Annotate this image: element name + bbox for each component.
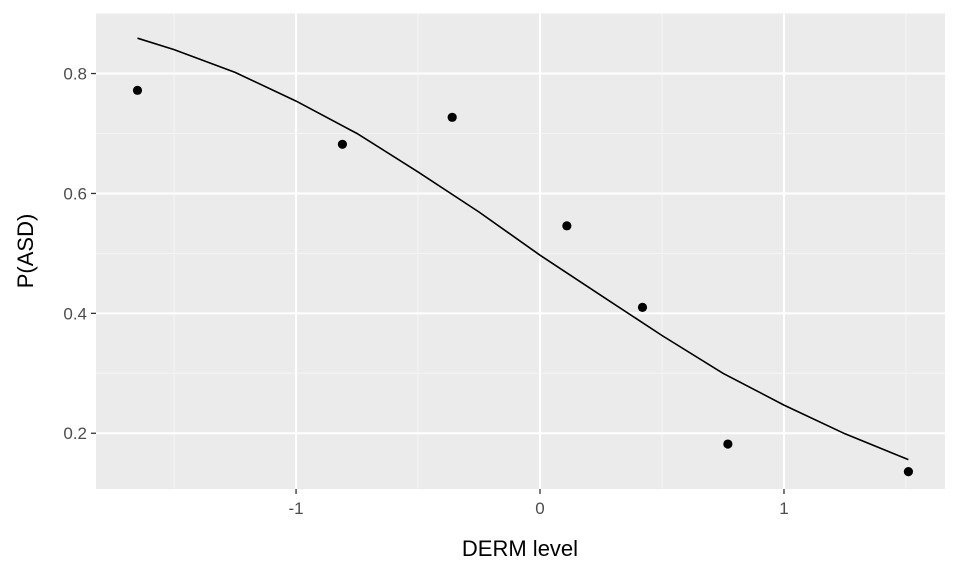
plot-panel <box>96 13 945 489</box>
data-point <box>132 85 143 95</box>
y-axis: 0.2 0.4 0.6 0.8 <box>63 65 96 443</box>
x-tick-label: -1 <box>288 499 303 518</box>
data-point <box>903 467 914 477</box>
minor-gridlines <box>96 13 945 489</box>
y-tick-label: 0.2 <box>63 424 87 443</box>
x-tick-label: 0 <box>535 499 544 518</box>
data-point <box>723 439 733 449</box>
x-axis-title: DERM level <box>462 536 578 561</box>
y-axis-title: P(ASD) <box>13 214 38 289</box>
y-tick-label: 0.8 <box>63 65 87 84</box>
data-point <box>337 139 348 149</box>
data-point <box>447 112 457 122</box>
data-point <box>637 302 648 312</box>
x-tick-label: 1 <box>779 499 788 518</box>
major-gridlines <box>96 13 945 489</box>
fit-line <box>137 37 909 461</box>
x-axis: -1 0 1 <box>288 489 789 518</box>
data-points <box>132 85 914 477</box>
y-tick-label: 0.4 <box>63 304 87 323</box>
data-point <box>562 221 572 231</box>
y-tick-label: 0.6 <box>63 184 87 203</box>
